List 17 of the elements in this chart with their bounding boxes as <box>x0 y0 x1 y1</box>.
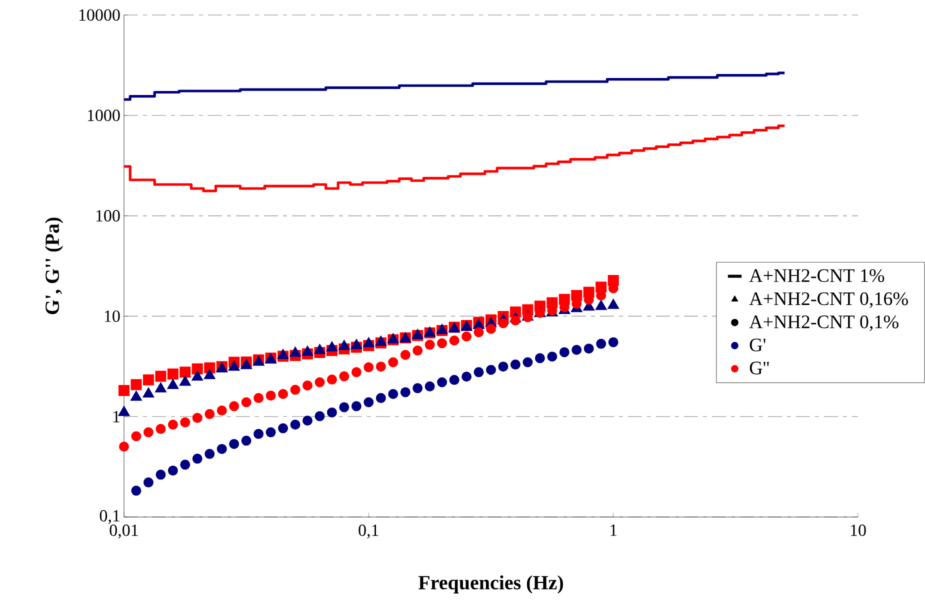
legend-label: A+NH2-CNT 0,1% <box>749 315 898 332</box>
y-tick-label: 1 <box>113 410 120 422</box>
y-tick-label: 100 <box>96 210 120 222</box>
x-axis-title: Frequencies (Hz) <box>418 575 563 594</box>
legend-label: A+NH2-CNT 1% <box>749 269 884 282</box>
x-tick-label: 10 <box>850 524 866 536</box>
y-axis-title: G', G'' (Pa) <box>44 218 64 314</box>
legend-label: A+NH2-CNT 0,16% <box>749 292 908 308</box>
x-tick-label: 0,01 <box>110 524 138 538</box>
y-tick-label: 0,1 <box>100 510 120 524</box>
y-tick-label: 10 <box>104 310 120 322</box>
x-tick-label: 0,1 <box>358 524 378 538</box>
legend-label: G'' <box>750 362 769 374</box>
legend-label: G' <box>750 338 766 352</box>
y-tick-label: 1000 <box>88 110 120 122</box>
x-tick-label: 1 <box>610 524 617 536</box>
y-tick-label: 10000 <box>79 9 120 21</box>
